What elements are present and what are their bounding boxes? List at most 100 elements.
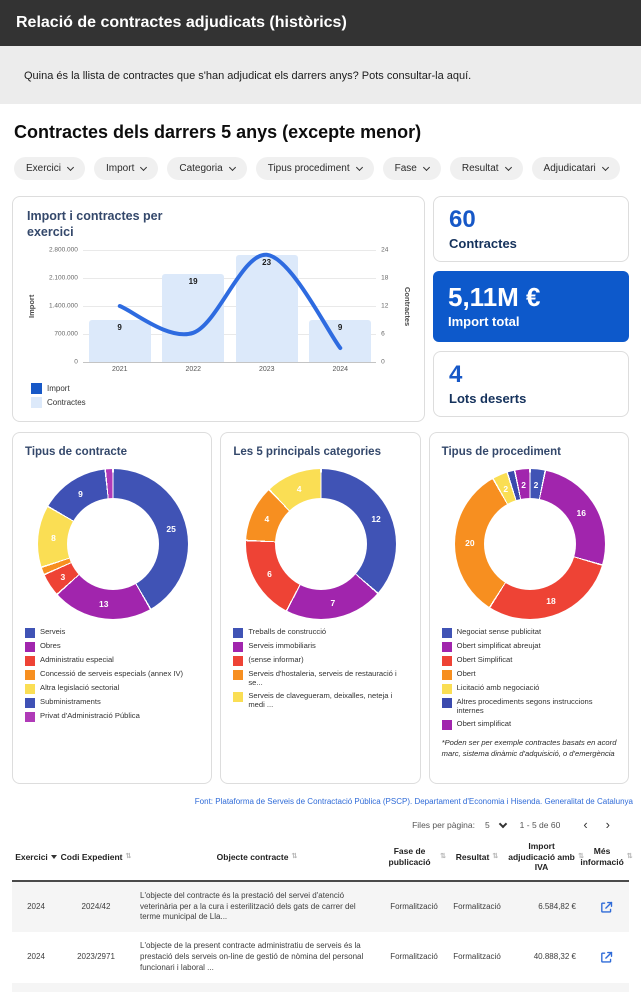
filter-categoria[interactable]: Categoria — [167, 157, 247, 180]
bar-2024 — [309, 320, 372, 363]
next-page-button[interactable]: › — [605, 817, 610, 832]
legend-item: Administratiu especial — [25, 655, 201, 666]
slice-value-label: 2 — [533, 479, 539, 490]
column-header[interactable]: Objecte contracte ⇅ — [132, 841, 382, 873]
legend-item: Altra legislació sectorial — [25, 683, 201, 694]
donut-title: Tipus de procediment — [441, 446, 561, 458]
legend-item: Altres procediments segons instruccions … — [441, 697, 618, 715]
legend-label: (sense informar) — [248, 655, 304, 665]
legend-swatch — [233, 641, 244, 652]
table-row: 2024 2024/42 L'objecte del contracte és la… — [12, 881, 629, 933]
slice-value-label: 2 — [521, 479, 527, 490]
external-link-icon[interactable] — [584, 900, 629, 915]
rows-per-page-select[interactable]: 5 — [484, 819, 490, 830]
sort-icon: ⇅ — [440, 852, 446, 860]
legend-label: Obert simplificat abreujat — [456, 641, 541, 651]
chevron-down-icon — [355, 163, 363, 172]
left-axis-title: Import — [27, 294, 36, 318]
legend-swatch — [441, 719, 452, 730]
slice-value-label: 12 — [371, 514, 381, 525]
column-header-label: Objecte contracte — [216, 851, 289, 862]
donut-title: Tipus de contracte — [25, 446, 128, 458]
legend-item: Negociat sense publicitat — [441, 627, 618, 638]
table-cell: L'objecte del contracte és la prestació … — [140, 890, 356, 922]
bar-value-label: 9 — [117, 323, 122, 333]
slice-value-label: 18 — [546, 595, 556, 606]
bar-2023 — [235, 254, 298, 363]
legend-label: Concessió de serveis especials (annex IV… — [40, 669, 184, 679]
slice-value-label: 16 — [576, 508, 586, 519]
slice-value-label: 4 — [296, 483, 302, 494]
donut-row: Tipus de contracte 25 13 3 8 9 Serveis Obres A… — [12, 432, 629, 784]
legend-swatch — [25, 641, 35, 652]
stat-contractes-value: 60 — [449, 206, 476, 233]
app-header: Relació de contractes adjudicats (històr… — [0, 0, 641, 46]
donut-card-tipus-contracte: Tipus de contracte 25 13 3 8 9 Serveis Obres A… — [12, 432, 213, 784]
filter-tipus-procediment[interactable]: Tipus procediment — [255, 157, 374, 180]
table-cell: Formalització — [453, 901, 501, 911]
x-tick: 2021 — [111, 366, 128, 374]
legend-item: (sense informar) — [233, 655, 409, 666]
table-cell: L'objecte de la present contracte admini… — [140, 941, 364, 972]
gridline — [82, 278, 377, 280]
legend-swatch — [25, 627, 35, 638]
legend-swatch — [25, 669, 35, 680]
legend-item-import: Import — [31, 383, 412, 395]
combo-chart-title: Import i contractes per exercici — [27, 209, 163, 239]
combo-plot: 9 19 23 9 — [82, 250, 377, 364]
legend-item: Obres — [25, 641, 201, 652]
gridline — [82, 306, 377, 308]
legend-label: Altra legislació sectorial — [40, 683, 120, 693]
legend-swatch — [31, 397, 42, 409]
table-row-partial — [12, 982, 629, 992]
donut-footnote: *Poden ser per exemple contractes basats… — [441, 737, 617, 758]
filter-resultat[interactable]: Resultat — [449, 157, 523, 180]
combo-chart: Import 2.800.000 2.100.000 1.400.000 700.00… — [27, 247, 412, 366]
column-header[interactable]: Import adjudicació amb IVA ⇅ — [508, 841, 584, 873]
stat-lots-deserts-value: 4 — [449, 361, 463, 389]
legend-swatch — [233, 669, 244, 680]
filter-adjudicatari[interactable]: Adjudicatari — [531, 157, 620, 180]
rows-per-page-label: Files per pàgina: — [412, 819, 475, 830]
right-axis-title: Contractes — [403, 286, 412, 326]
slice-value-label: 9 — [78, 489, 83, 500]
column-header-label: Resultat — [455, 851, 490, 862]
table-row: 2024 2023/2971 L'objecte de la present con… — [12, 932, 629, 982]
legend-label: Import — [47, 384, 70, 394]
column-header[interactable]: Fase de publicació ⇅ — [382, 841, 446, 873]
legend-swatch — [441, 655, 452, 666]
bar-value-label: 23 — [262, 257, 272, 267]
intro-band: Quina és la llista de contractes que s'h… — [0, 46, 641, 104]
chevron-down-icon — [140, 163, 148, 172]
bar-2022 — [162, 273, 225, 363]
table-cell: 2024 — [27, 901, 45, 911]
donut-card-categories: Les 5 principals categories 12 7 6 4 4 Treba… — [220, 432, 421, 784]
axis-tick: 12 — [381, 302, 389, 310]
donut-legend: Serveis Obres Administratiu especial Conces… — [25, 627, 201, 722]
legend-swatch — [25, 711, 35, 722]
column-header[interactable]: Exercici — [12, 841, 60, 873]
donut-chart-categories: 12 7 6 4 4 — [246, 469, 397, 620]
legend-item: Serveis immobiliaris — [233, 641, 409, 652]
column-header-label: Codi Expedient — [60, 851, 123, 862]
x-tick: 2023 — [258, 366, 275, 374]
column-header[interactable]: Resultat ⇅ — [446, 841, 508, 873]
prev-page-button[interactable]: ‹ — [583, 817, 588, 832]
external-link-icon[interactable] — [584, 950, 629, 965]
legend-swatch — [441, 697, 452, 708]
table-cell: 2024 — [27, 952, 45, 962]
legend-swatch — [233, 627, 244, 638]
legend-label: Subministraments — [40, 697, 101, 707]
stat-import-total-value: 5,11M € — [448, 281, 541, 312]
chevron-down-icon[interactable] — [498, 819, 507, 828]
donut-legend: Treballs de construcció Serveis immobilia… — [233, 627, 409, 709]
import-line — [117, 253, 343, 351]
table-cell: 2023/2971 — [77, 952, 115, 962]
legend-item: Serveis de clavegueram, deixalles, netej… — [233, 691, 409, 709]
table-cell: Formalització — [453, 952, 501, 962]
column-header[interactable]: Codi Expedient ⇅ — [60, 841, 132, 873]
filter-import[interactable]: Import — [94, 157, 159, 180]
filter-fase[interactable]: Fase — [382, 157, 441, 180]
filter-exercici[interactable]: Exercici — [14, 157, 86, 180]
column-header[interactable]: Més informació ⇅ — [580, 841, 632, 873]
